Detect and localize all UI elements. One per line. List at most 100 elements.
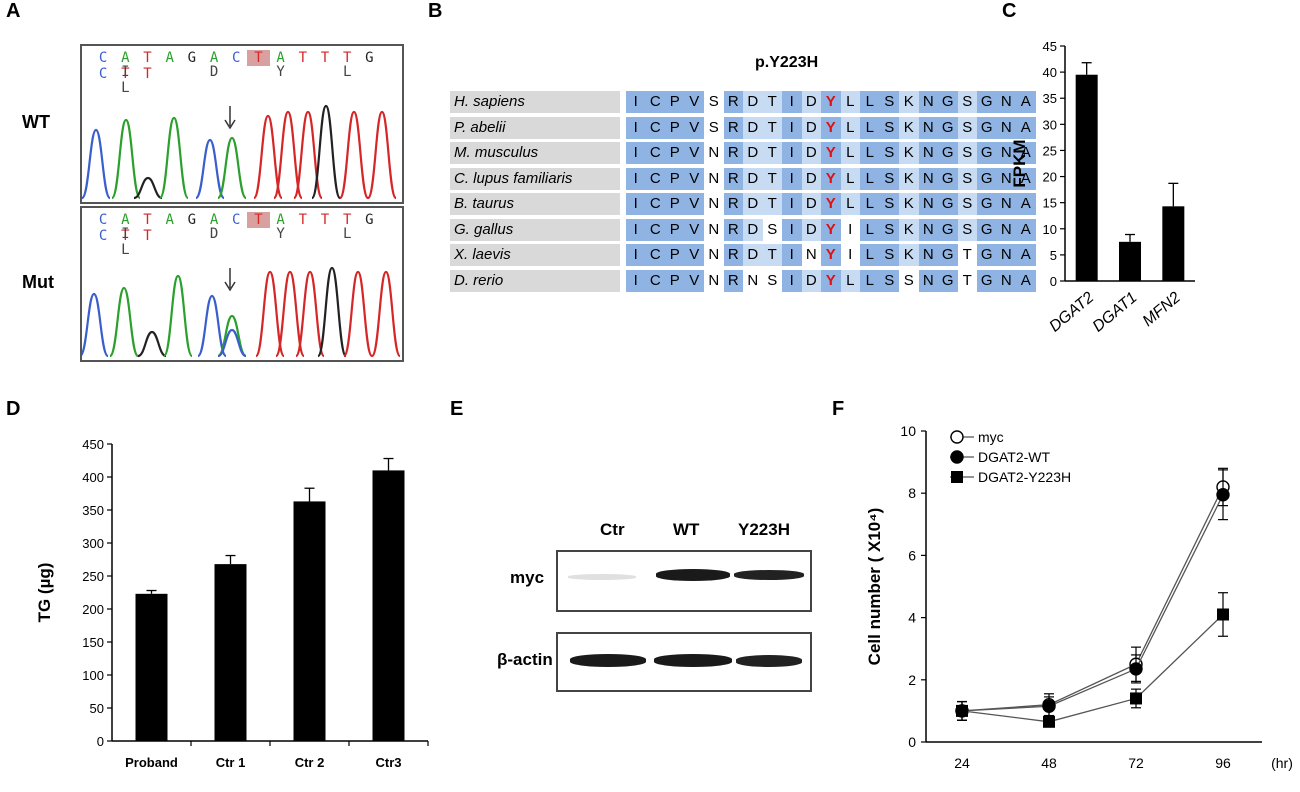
- residue: S: [762, 269, 782, 292]
- wt-trace: [82, 104, 398, 200]
- residue: S: [957, 116, 977, 139]
- y-tick-label: 10: [1043, 222, 1057, 237]
- residue: I: [840, 218, 860, 241]
- residue: N: [743, 269, 763, 292]
- mut-trace-peak-7: [254, 270, 286, 358]
- residue: S: [879, 244, 899, 266]
- residue: L: [840, 91, 860, 113]
- residue: I: [782, 167, 802, 190]
- tg-bar-chart: 0 50 100 150 200 250 300 350 400 450 Proband Ctr 1 C…: [35, 437, 429, 770]
- residue: Y: [821, 142, 841, 164]
- residue: I: [626, 116, 646, 139]
- mut-base-0: C: [98, 212, 108, 228]
- residue: K: [899, 244, 919, 266]
- residue: R: [723, 167, 743, 190]
- wt-aa-8: Y: [276, 64, 285, 80]
- residue: G: [938, 167, 958, 190]
- wt-base-7: T: [247, 50, 270, 66]
- legend-label: DGAT2-WT: [978, 449, 1051, 465]
- mut-base-2: T: [143, 212, 152, 228]
- panel-a-letter: A: [6, 0, 21, 22]
- residue: G: [977, 244, 997, 266]
- x-tick-label: 48: [1041, 755, 1057, 771]
- mut-base-8: A: [276, 212, 285, 228]
- mut-trace-peak-3: [162, 274, 194, 358]
- mut-base-13: C: [98, 228, 108, 244]
- residue: N: [704, 244, 724, 266]
- wt-trace-peak-8: [292, 110, 324, 200]
- y-tick-label: 25: [1043, 143, 1057, 158]
- wt-chromatogram: C A T A G A C T A T T T GC T T I D Y L L: [80, 44, 404, 204]
- residue: K: [899, 193, 919, 215]
- residue: L: [860, 218, 880, 241]
- y-tick-label: 450: [82, 437, 104, 452]
- mut-trace-peak-8: [274, 270, 306, 358]
- residue: S: [957, 142, 977, 164]
- x-tick-label: 96: [1215, 755, 1231, 771]
- wt-base-5: A: [209, 50, 219, 66]
- residue: P: [665, 116, 685, 139]
- residue: G: [977, 218, 997, 241]
- residue: D: [801, 91, 821, 113]
- y-tick-label: 50: [90, 701, 104, 716]
- residue: I: [782, 193, 802, 215]
- residue: D: [801, 116, 821, 139]
- residue: S: [879, 142, 899, 164]
- residue: D: [801, 142, 821, 164]
- residue: V: [684, 218, 704, 241]
- residue: L: [860, 91, 880, 113]
- series-1-point-1: [1042, 699, 1056, 713]
- residue: G: [938, 244, 958, 266]
- legend-marker-2: [951, 471, 963, 483]
- panel-e-letter: E: [450, 398, 464, 420]
- residue: Y: [821, 167, 841, 190]
- panel-b-letter: B: [428, 0, 443, 22]
- residue: V: [684, 269, 704, 292]
- residue: A: [1016, 116, 1036, 139]
- mut-base-6: C: [232, 212, 241, 228]
- residue: D: [743, 167, 763, 190]
- lane-label-wt: WT: [673, 520, 700, 539]
- residue: Y: [821, 244, 841, 266]
- wt-base-14: T: [121, 66, 130, 82]
- residue: N: [996, 116, 1016, 139]
- mut-base-11: T: [342, 212, 352, 228]
- residue: R: [723, 269, 743, 292]
- category-label: MFN2: [1140, 289, 1184, 330]
- residue: N: [996, 142, 1016, 164]
- wt-base-15: T: [143, 66, 152, 82]
- residue: S: [879, 116, 899, 139]
- species-label: P. abelii: [450, 116, 620, 139]
- wt-aa-11: L: [342, 64, 352, 80]
- y-tick-label: 30: [1043, 117, 1057, 132]
- residue: I: [782, 142, 802, 164]
- x-tick-label: 72: [1128, 755, 1144, 771]
- residue: C: [645, 116, 665, 139]
- wt-trace-peak-11: [366, 110, 398, 200]
- x-unit-label: (hr): [1271, 755, 1293, 771]
- y-tick-label: 150: [82, 635, 104, 650]
- wt-base-1: A: [121, 50, 130, 66]
- y-tick-label: 300: [82, 536, 104, 551]
- residue: P: [665, 218, 685, 241]
- y-tick-label: 400: [82, 470, 104, 485]
- residue: N: [918, 244, 938, 266]
- residue: T: [957, 269, 977, 292]
- mut-aa-5: D: [209, 226, 219, 242]
- category-label: Ctr 2: [295, 755, 325, 770]
- category-label: DGAT2: [1046, 289, 1097, 336]
- mut-label: Mut: [22, 272, 54, 292]
- residue: I: [626, 218, 646, 241]
- beta-actin-blot: [556, 632, 812, 692]
- residue: A: [1016, 269, 1036, 292]
- wt-base-10: T: [320, 50, 330, 66]
- myc-band-ctr: [568, 574, 636, 580]
- residue: N: [918, 167, 938, 190]
- residue: N: [996, 193, 1016, 215]
- species-label: G. gallus: [450, 218, 620, 241]
- residue: D: [743, 193, 763, 215]
- y-tick-label: 40: [1043, 65, 1057, 80]
